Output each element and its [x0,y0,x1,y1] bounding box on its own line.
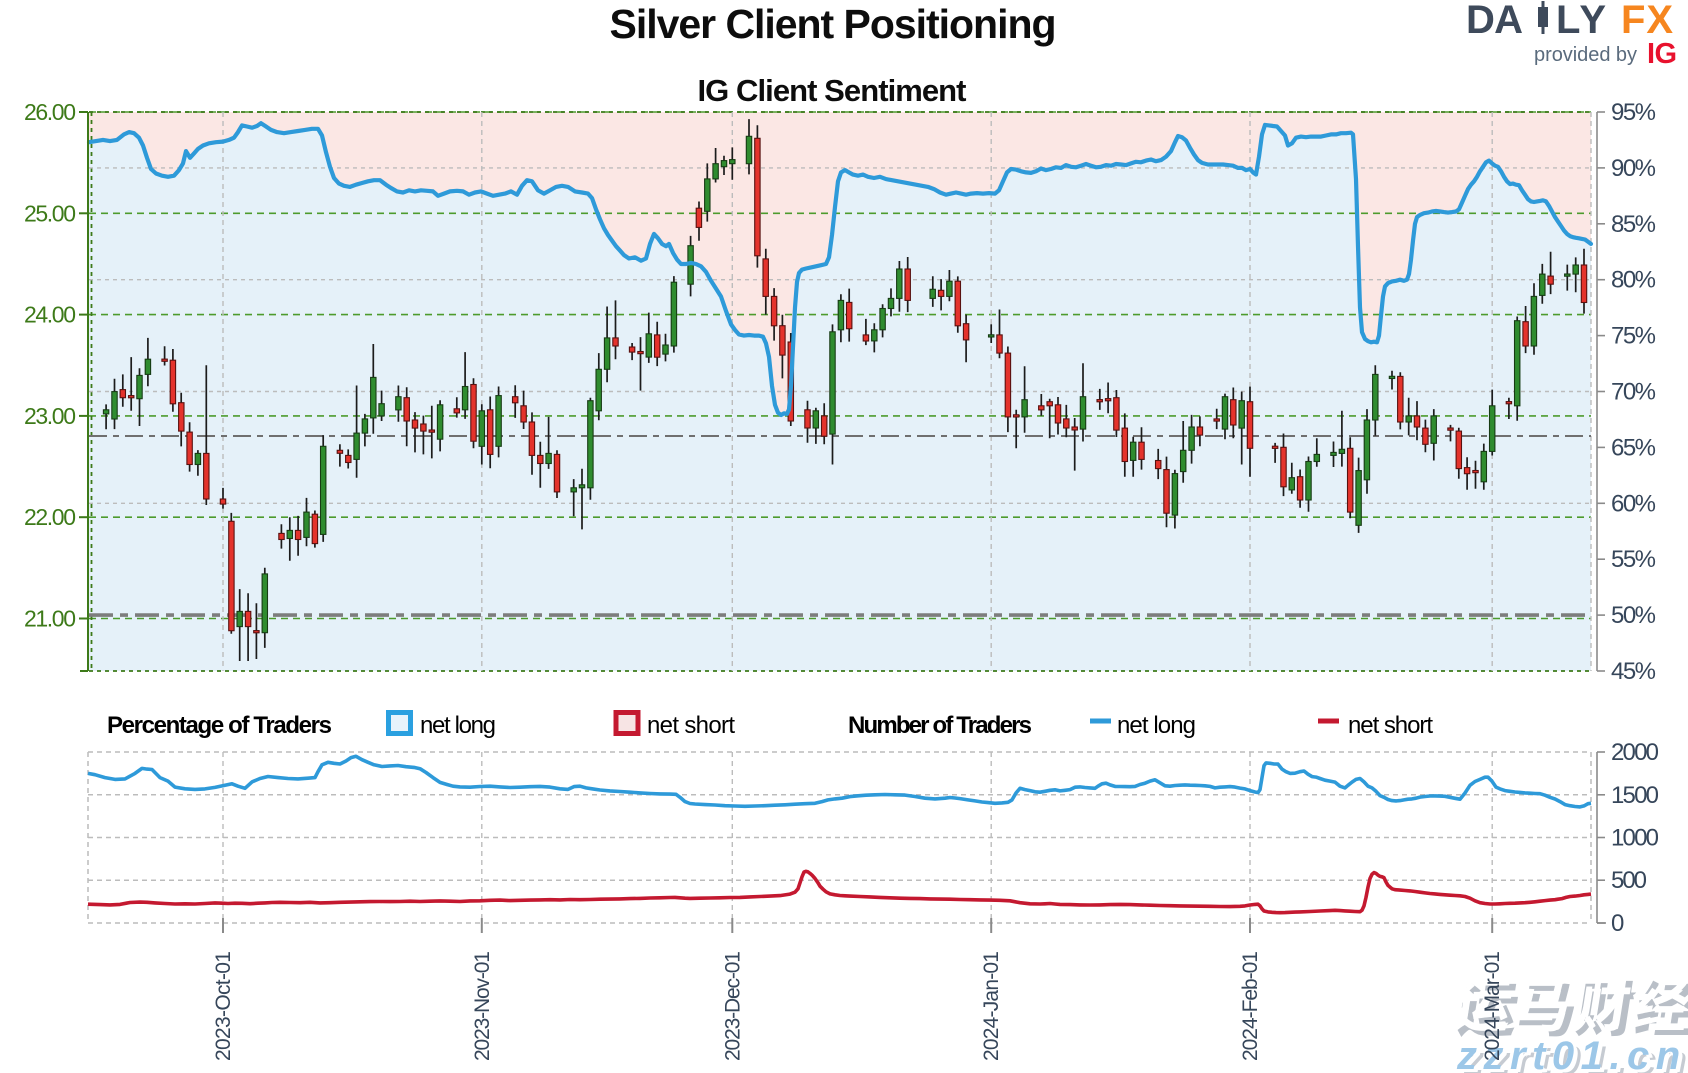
svg-text:2023-Oct-01: 2023-Oct-01 [212,951,235,1061]
svg-text:90%: 90% [1611,155,1656,182]
svg-text:2024-Mar-01: 2024-Mar-01 [1481,951,1504,1061]
svg-text:80%: 80% [1611,267,1656,294]
svg-text:95%: 95% [1611,99,1656,126]
svg-text:500: 500 [1611,867,1647,894]
svg-text:2023-Dec-01: 2023-Dec-01 [721,951,744,1061]
svg-text:net long: net long [420,712,496,739]
svg-text:75%: 75% [1611,323,1656,350]
svg-text:IG Client Sentiment: IG Client Sentiment [698,73,967,108]
svg-text:23.00: 23.00 [24,403,76,429]
svg-text:21.00: 21.00 [24,606,76,632]
svg-text:zzrt01.cn: zzrt01.cn [1456,1034,1687,1073]
svg-text:70%: 70% [1611,379,1656,406]
svg-text:2000: 2000 [1611,739,1659,766]
svg-text:DA: DA [1466,0,1530,42]
svg-text:25.00: 25.00 [24,200,76,226]
svg-text:24.00: 24.00 [24,302,76,328]
svg-text:Number of Traders: Number of Traders [848,712,1032,739]
svg-text:1500: 1500 [1611,782,1659,809]
svg-text:2024-Feb-01: 2024-Feb-01 [1239,951,1262,1061]
svg-text:provided by: provided by [1534,44,1637,66]
svg-text:85%: 85% [1611,211,1656,238]
svg-text:Percentage of Traders: Percentage of Traders [107,712,332,739]
svg-text:LY: LY [1556,0,1613,42]
svg-text:22.00: 22.00 [24,504,76,530]
svg-text:FX: FX [1621,0,1677,42]
svg-text:0: 0 [1611,910,1624,937]
svg-text:45%: 45% [1611,658,1656,685]
svg-text:60%: 60% [1611,490,1656,517]
svg-text:65%: 65% [1611,434,1656,461]
svg-text:net short: net short [1348,712,1433,739]
svg-text:50%: 50% [1611,602,1656,629]
svg-text:2024-Jan-01: 2024-Jan-01 [980,951,1003,1061]
svg-text:zzrt01.cn: zzrt01.cn [1460,1037,1688,1073]
svg-text:26.00: 26.00 [24,99,76,125]
svg-text:Silver Client Positioning: Silver Client Positioning [610,1,1057,47]
svg-text:zzrt01.cn: zzrt01.cn [1463,1039,1688,1073]
svg-text:net long: net long [1117,712,1196,739]
svg-text:2023-Nov-01: 2023-Nov-01 [471,951,494,1061]
svg-text:IG: IG [1647,38,1677,70]
svg-text:net short: net short [647,712,735,739]
svg-text:1000: 1000 [1611,825,1659,852]
svg-text:55%: 55% [1611,546,1656,573]
